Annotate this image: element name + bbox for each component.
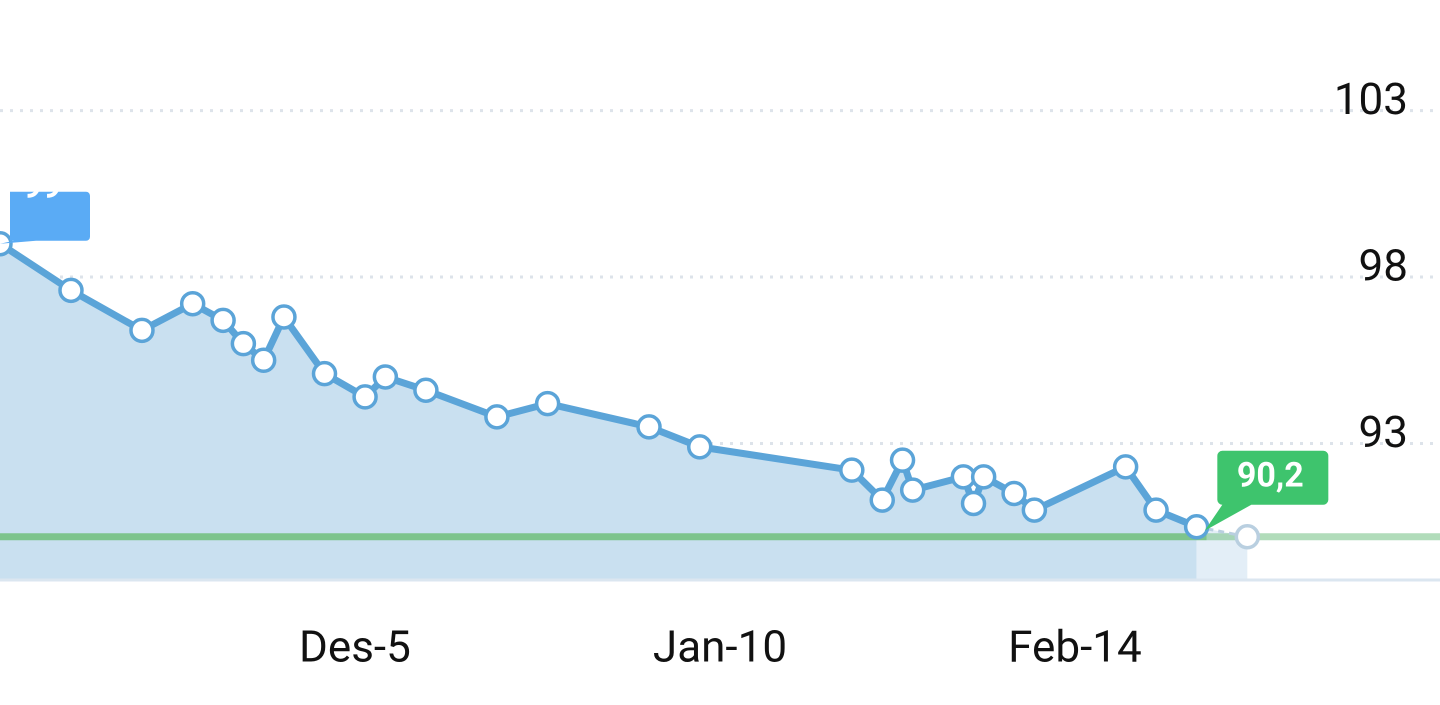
data-point — [230, 330, 257, 357]
x-tick-label: Des-5 — [299, 621, 411, 673]
data-point — [686, 434, 713, 460]
data-point — [1112, 454, 1139, 480]
goal-point — [1234, 524, 1261, 550]
projection-line — [1196, 525, 1248, 539]
value-bubble — [0, 191, 90, 244]
data-point — [129, 317, 155, 344]
goal-label: 90,2 — [1237, 456, 1304, 496]
data-point — [413, 377, 439, 404]
data-point — [899, 477, 926, 503]
data-point — [869, 487, 896, 513]
data-point — [0, 231, 13, 257]
data-point — [271, 304, 297, 330]
data-point — [889, 447, 916, 473]
y-tick-label: 103 — [1334, 73, 1408, 125]
data-point — [1143, 497, 1169, 523]
x-tick-label: Feb-14 — [1008, 621, 1142, 673]
data-point — [839, 457, 865, 483]
data-point — [58, 277, 84, 304]
data-point — [960, 490, 987, 517]
data-point — [210, 307, 236, 334]
area — [0, 243, 1197, 580]
data-point — [250, 347, 277, 374]
y-tick-label: 93 — [1359, 406, 1408, 458]
data-point — [1001, 480, 1027, 507]
x-tick-label: Jan-10 — [653, 621, 787, 673]
data-point — [1183, 514, 1210, 540]
data-point — [1021, 497, 1048, 523]
data-point — [534, 390, 561, 417]
y-tick-label: 98 — [1359, 240, 1408, 292]
value-label: 99 — [22, 167, 61, 207]
data-point — [179, 290, 206, 317]
goal-bubble — [1204, 450, 1329, 531]
data-point — [372, 364, 399, 390]
data-point — [311, 360, 338, 387]
data-point — [484, 404, 510, 430]
data-point — [352, 384, 378, 410]
data-point — [970, 464, 997, 490]
line — [0, 240, 1198, 531]
data-point — [636, 414, 662, 440]
